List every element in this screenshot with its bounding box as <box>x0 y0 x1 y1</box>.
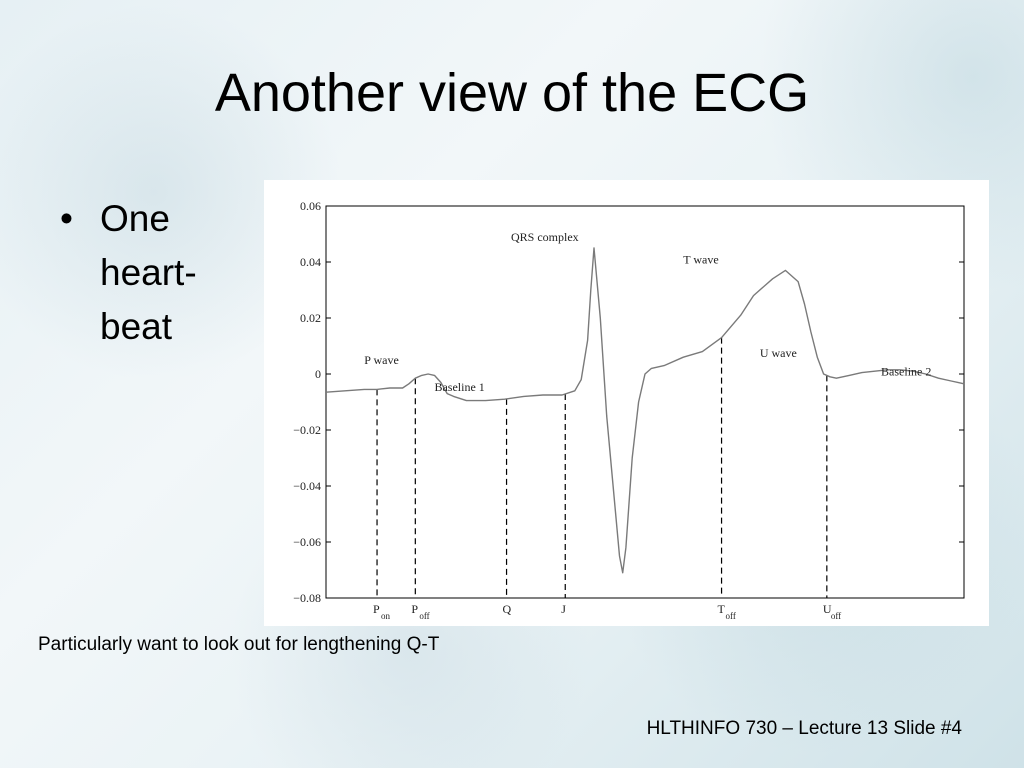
annotation-label: QRS complex <box>511 230 579 244</box>
ecg-series-line <box>325 247 965 574</box>
marker-label: P <box>411 602 418 616</box>
marker-subscript: off <box>726 611 736 621</box>
y-tick-label: 0.06 <box>300 199 321 213</box>
y-tick-label: −0.02 <box>293 423 321 437</box>
marker-label: Q <box>503 602 512 616</box>
y-tick-label: 0 <box>315 367 321 381</box>
slide-footer: HLTHINFO 730 – Lecture 13 Slide #4 <box>646 718 962 739</box>
marker-label: P <box>373 602 380 616</box>
bullet-list: One heart-beat <box>58 192 240 354</box>
annotation-label: P wave <box>364 353 399 367</box>
marker-label: J <box>561 602 566 616</box>
caption: Particularly want to look out for length… <box>38 634 440 655</box>
y-tick-label: 0.02 <box>300 311 321 325</box>
y-tick-label: −0.08 <box>293 591 321 605</box>
slide-title: Another view of the ECG <box>214 63 810 123</box>
annotation-label: Baseline 1 <box>434 380 484 394</box>
marker-subscript: off <box>831 611 841 621</box>
annotation-label: U wave <box>760 346 797 360</box>
marker-subscript: off <box>419 611 429 621</box>
marker-subscript: on <box>381 611 391 621</box>
marker-label: T <box>718 602 726 616</box>
y-tick-label: −0.04 <box>293 479 321 493</box>
y-tick-label: −0.06 <box>293 535 321 549</box>
plot-frame <box>325 205 965 599</box>
annotation-label: Baseline 2 <box>881 364 931 378</box>
annotation-label: T wave <box>683 252 718 266</box>
y-tick-label: 0.04 <box>300 255 321 269</box>
bullet-item: One heart-beat <box>58 192 240 354</box>
marker-label: U <box>823 602 832 616</box>
